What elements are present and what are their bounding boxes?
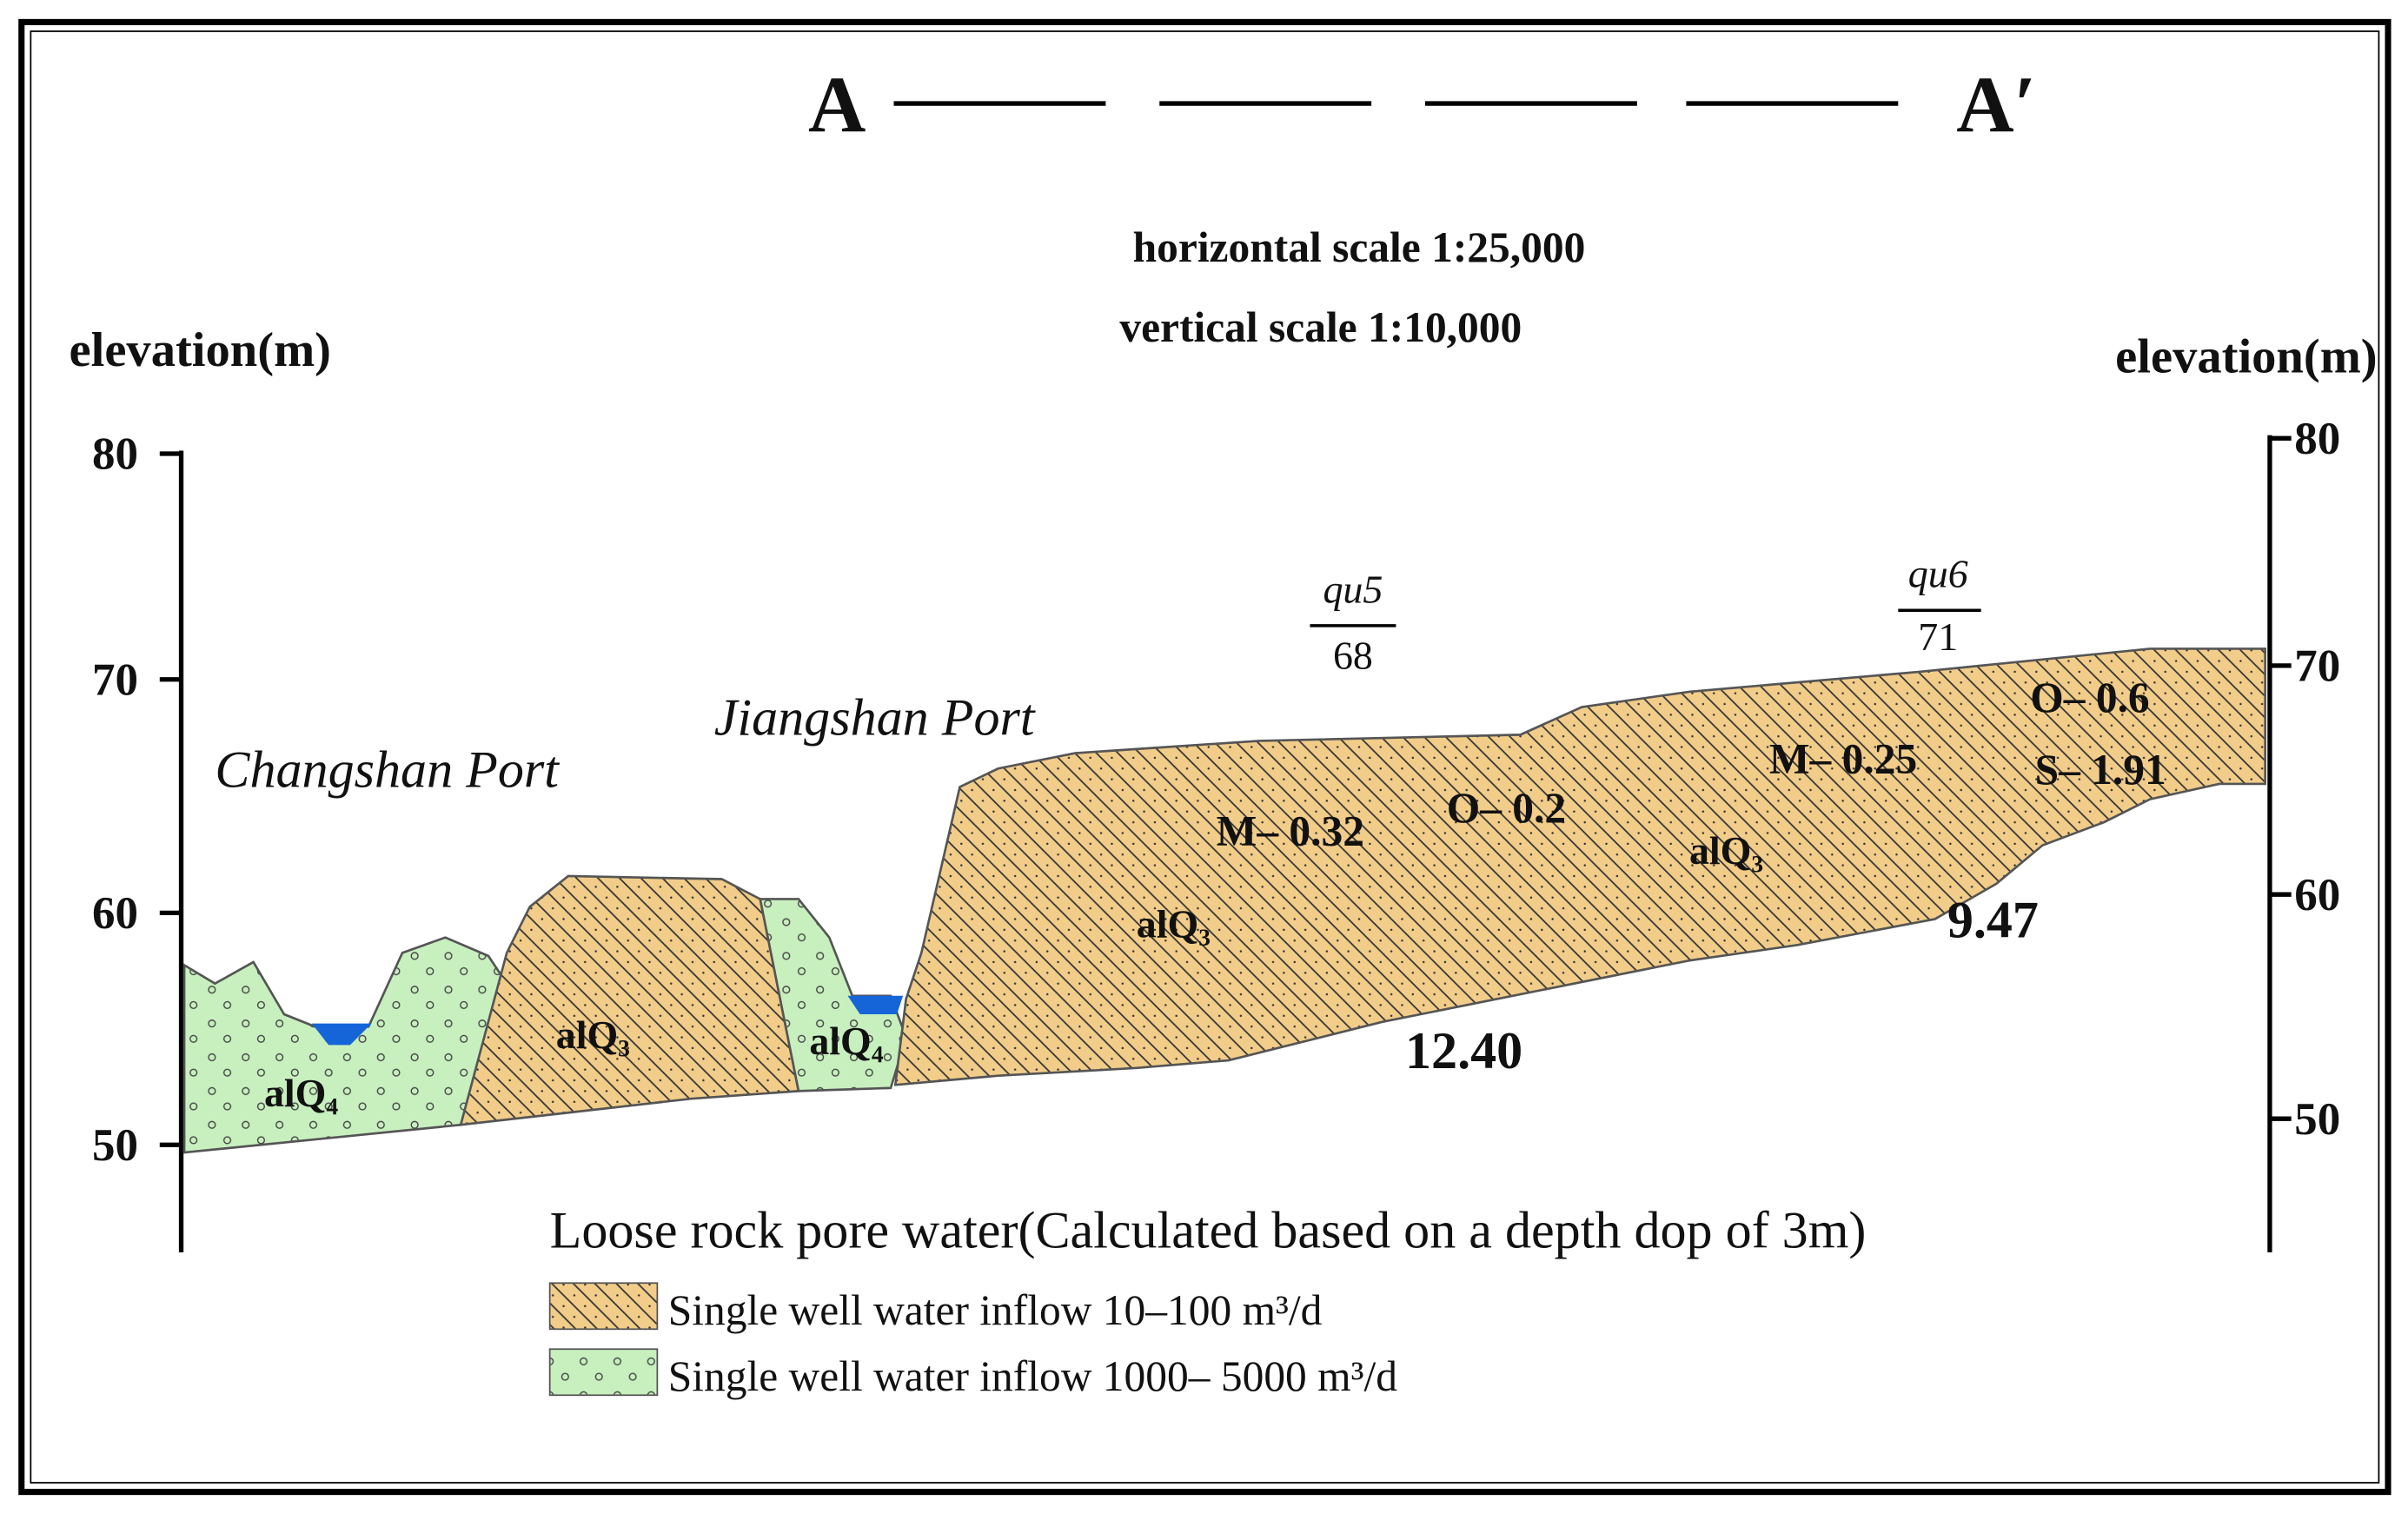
tick-label: 60 [92, 888, 138, 939]
section-end: A′ [1956, 60, 2036, 149]
well-name: qu6 [1908, 552, 1968, 596]
annotation: M– 0.32 [1217, 807, 1364, 855]
water [311, 1023, 372, 1046]
place-label: Changshan Port [215, 740, 560, 798]
well-name: qu5 [1323, 567, 1383, 611]
well-value: 68 [1333, 633, 1373, 677]
strata [182, 647, 2266, 1154]
tick-label: 80 [92, 429, 138, 480]
well-value: 71 [1918, 614, 1958, 659]
section-start: A [808, 60, 866, 149]
unit-label: alQ₄ [809, 1019, 883, 1063]
legend-item: Single well water inflow 10–100 m³/d [668, 1286, 1323, 1334]
tick-label: 50 [2294, 1094, 2340, 1145]
unit-label: alQ₃ [556, 1013, 630, 1057]
legend-title: Loose rock pore water(Calculated based o… [550, 1201, 1867, 1259]
annotation: M– 0.25 [1769, 735, 1917, 783]
tick-label: 70 [92, 654, 138, 705]
horizontal-scale: horizontal scale 1:25,000 [1133, 223, 1586, 271]
axis-label: elevation(m) [70, 323, 331, 377]
tick-label: 80 [2294, 414, 2340, 464]
frame [18, 18, 2391, 1496]
unit-label: alQ₄ [264, 1071, 338, 1115]
place-label: Jiangshan Port [714, 687, 1036, 746]
tick-label: 50 [92, 1120, 138, 1171]
water [847, 995, 904, 1015]
frame-inner [30, 30, 2380, 1484]
legend-swatch [548, 1282, 659, 1331]
unit-label: alQ₃ [1689, 828, 1763, 873]
annotation: O– 0.6 [2030, 674, 2149, 721]
legend-swatch [548, 1348, 659, 1397]
axes [159, 435, 2292, 1252]
annotation: 12.40 [1405, 1021, 1522, 1079]
annotation: O– 0.2 [1447, 784, 1566, 832]
legend-item: Single well water inflow 1000– 5000 m³/d [668, 1352, 1397, 1400]
vertical-scale: vertical scale 1:10,000 [1119, 303, 1522, 351]
annotation: S– 1.91 [2035, 746, 2166, 794]
tick-label: 60 [2294, 870, 2340, 920]
tick-label: 70 [2294, 641, 2340, 692]
annotation: 9.47 [1947, 891, 2039, 949]
axis-label: elevation(m) [2115, 329, 2377, 383]
unit-label: alQ₃ [1137, 902, 1211, 946]
